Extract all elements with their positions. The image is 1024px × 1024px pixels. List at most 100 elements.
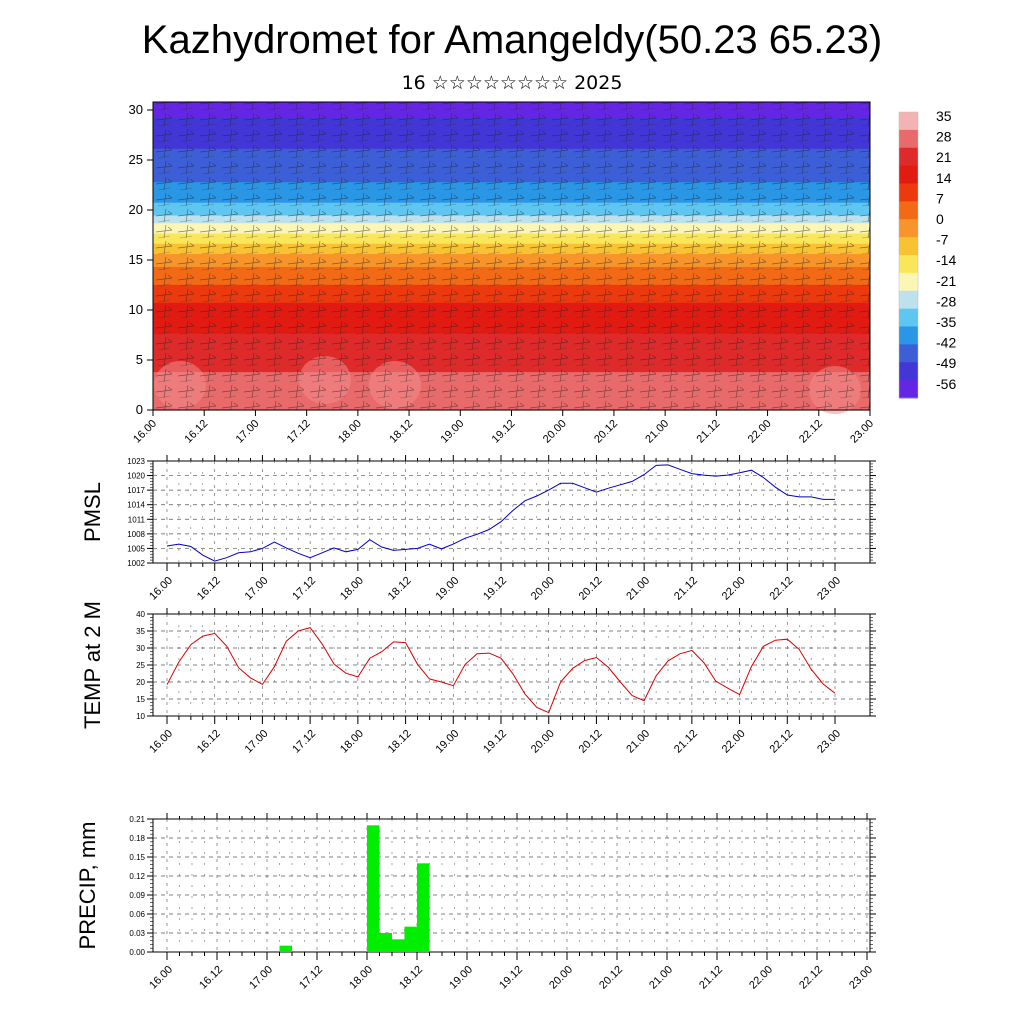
colorbar-swatch bbox=[899, 201, 918, 220]
x-tick-label: 21.12 bbox=[695, 418, 723, 446]
precip-bar bbox=[392, 939, 405, 952]
y-tick-label: 0.12 bbox=[129, 872, 145, 881]
x-tick-label: 16.12 bbox=[195, 575, 223, 603]
x-tick-label: 16.00 bbox=[147, 964, 175, 992]
colorbar-label: -49 bbox=[936, 355, 956, 371]
x-tick-label: 23.00 bbox=[815, 575, 843, 603]
colorbar-label: -21 bbox=[936, 273, 956, 289]
x-tick-label: 20.00 bbox=[541, 418, 569, 446]
y-tick-label: 25 bbox=[136, 661, 145, 670]
x-tick-label: 17.12 bbox=[290, 728, 318, 756]
colorbar-swatch bbox=[899, 290, 918, 310]
colorbar-label: -56 bbox=[936, 376, 956, 392]
chart-subtitle: 16 ☆☆☆☆☆☆☆☆ 2025 bbox=[401, 72, 623, 94]
colorbar-swatch bbox=[899, 308, 918, 327]
x-tick-label: 17.00 bbox=[247, 964, 275, 992]
x-tick-label: 23.00 bbox=[815, 728, 843, 756]
x-tick-label: 20.00 bbox=[547, 964, 575, 992]
x-tick-label: 19.12 bbox=[497, 964, 525, 992]
precip-bar bbox=[367, 825, 380, 952]
y-tick-label: 10 bbox=[129, 302, 143, 317]
y-tick-label: 40 bbox=[136, 610, 145, 619]
x-tick-label: 22.00 bbox=[746, 418, 774, 446]
x-tick-label: 23.00 bbox=[848, 418, 876, 446]
y-axis-title: TEMP at 2 M bbox=[80, 601, 105, 729]
x-tick-label: 17.12 bbox=[285, 418, 313, 446]
x-tick-label: 20.12 bbox=[597, 964, 625, 992]
y-axis-title: PMSL bbox=[80, 482, 105, 542]
x-tick-label: 17.00 bbox=[243, 575, 271, 603]
x-tick-label: 22.12 bbox=[767, 575, 795, 603]
colorbar-label: -14 bbox=[936, 252, 956, 268]
cross-section-panel: 0 5 10 15 20 25 30 16.00 16.12 17.00 17.12 18.00 18.… bbox=[129, 101, 876, 446]
colorbar-swatch bbox=[899, 362, 918, 381]
x-tick-label: 19.12 bbox=[481, 575, 509, 603]
colorbar-swatch bbox=[899, 129, 918, 149]
x-tick-label: 18.12 bbox=[386, 728, 414, 756]
temp-panel: 10 15 20 25 30 35 40 16.00 16.12 17.00 17.12 18.00 1… bbox=[80, 601, 876, 756]
x-tick-label: 19.00 bbox=[433, 575, 461, 603]
colorbar-swatch bbox=[899, 272, 918, 292]
y-tick-label: 5 bbox=[136, 352, 143, 367]
x-tick-label: 16.00 bbox=[147, 728, 175, 756]
colorbar-label: -28 bbox=[936, 293, 956, 309]
y-tick-label: 0.15 bbox=[129, 853, 145, 862]
x-tick-label: 18.00 bbox=[338, 575, 366, 603]
y-tick-label: 1008 bbox=[127, 530, 145, 539]
x-tick-label: 18.12 bbox=[387, 418, 415, 446]
colorbar-label: -35 bbox=[936, 314, 956, 330]
colorbar-swatch bbox=[899, 112, 918, 131]
colorbar-label: 28 bbox=[936, 129, 952, 145]
x-tick-label: 20.00 bbox=[529, 728, 557, 756]
y-tick-label: 35 bbox=[136, 627, 145, 636]
colorbar-swatch bbox=[899, 380, 918, 399]
colorbar-frame bbox=[898, 111, 919, 399]
x-tick-label: 19.00 bbox=[438, 418, 466, 446]
y-axis-title: PRECIP, mm bbox=[75, 822, 100, 950]
colorbar-swatch bbox=[899, 165, 918, 184]
x-tick-label: 22.00 bbox=[720, 575, 748, 603]
x-tick-label: 22.12 bbox=[767, 728, 795, 756]
x-tick-label: 17.00 bbox=[243, 728, 271, 756]
y-tick-label: 0.18 bbox=[129, 834, 145, 843]
precip-bar bbox=[404, 926, 417, 952]
x-tick-label: 21.00 bbox=[624, 575, 652, 603]
x-tick-label: 21.00 bbox=[624, 728, 652, 756]
y-tick-label: 1005 bbox=[127, 544, 145, 553]
x-tick-label: 17.00 bbox=[234, 418, 262, 446]
y-tick-label: 30 bbox=[136, 644, 145, 653]
plot-frame bbox=[152, 818, 871, 953]
colorbar-swatch bbox=[899, 183, 918, 202]
x-tick-label: 18.12 bbox=[386, 575, 414, 603]
y-tick-label: 15 bbox=[136, 695, 145, 704]
y-tick-label: 1017 bbox=[127, 486, 145, 495]
x-tick-label: 19.00 bbox=[433, 728, 461, 756]
y-tick-label: 1002 bbox=[127, 559, 145, 568]
precip-bar bbox=[417, 863, 430, 952]
x-tick-label: 22.00 bbox=[747, 964, 775, 992]
y-tick-label: 0.09 bbox=[129, 891, 145, 900]
x-tick-label: 23.00 bbox=[847, 964, 875, 992]
x-tick-label: 18.00 bbox=[338, 728, 366, 756]
x-tick-label: 16.00 bbox=[131, 418, 159, 446]
colorbar: 35 28 21 14 7 0 -7 -14 -21 -28 -35 -42 -49 -56 bbox=[898, 108, 956, 399]
y-tick-label: 0 bbox=[136, 402, 143, 417]
precip-bar bbox=[379, 933, 392, 952]
y-tick-label: 15 bbox=[129, 252, 143, 267]
x-tick-label: 17.12 bbox=[290, 575, 318, 603]
x-tick-label: 19.12 bbox=[481, 728, 509, 756]
colorbar-swatch bbox=[899, 344, 918, 363]
x-tick-label: 21.12 bbox=[672, 728, 700, 756]
x-tick-label: 19.00 bbox=[447, 964, 475, 992]
y-tick-label: 0.03 bbox=[129, 929, 145, 938]
x-tick-label: 21.00 bbox=[643, 418, 671, 446]
colorbar-swatch bbox=[899, 147, 918, 167]
x-tick-label: 18.12 bbox=[397, 964, 425, 992]
x-tick-label: 20.00 bbox=[529, 575, 557, 603]
y-tick-label: 0.06 bbox=[129, 910, 145, 919]
y-tick-label: 10 bbox=[136, 712, 145, 721]
x-tick-label: 16.12 bbox=[195, 728, 223, 756]
x-tick-label: 22.00 bbox=[720, 728, 748, 756]
y-tick-label: 1020 bbox=[127, 472, 145, 481]
